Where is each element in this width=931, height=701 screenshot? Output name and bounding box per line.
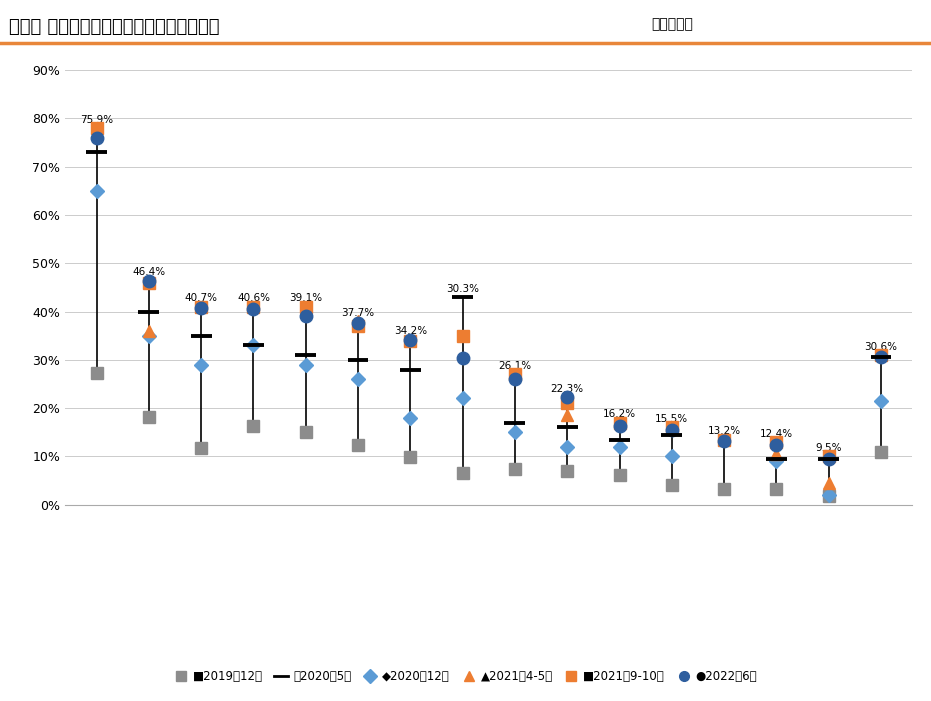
Text: 40.7%: 40.7% (184, 293, 218, 304)
Text: 34.2%: 34.2% (394, 326, 427, 336)
Text: （就業者）: （就業者） (652, 18, 694, 32)
Text: 46.4%: 46.4% (132, 267, 166, 278)
Text: 15.5%: 15.5% (655, 414, 688, 424)
Text: 13.2%: 13.2% (708, 426, 741, 436)
Text: 37.7%: 37.7% (342, 308, 374, 318)
Legend: ■2019年12月, －2020年5月, ◆2020年12月, ▲2021年4-5月, ■2021年9-10月, ●2022年6月: ■2019年12月, －2020年5月, ◆2020年12月, ▲2021年4-… (169, 666, 762, 688)
Text: 39.1%: 39.1% (290, 293, 322, 304)
Text: 40.6%: 40.6% (236, 293, 270, 304)
Text: 12.4%: 12.4% (760, 428, 793, 439)
Text: 30.6%: 30.6% (865, 341, 897, 352)
Text: 26.1%: 26.1% (498, 361, 532, 371)
Text: 9.5%: 9.5% (816, 443, 842, 453)
Text: 75.9%: 75.9% (80, 115, 113, 125)
Text: 22.3%: 22.3% (550, 383, 584, 394)
Text: 16.2%: 16.2% (603, 409, 636, 419)
Text: 「１． 工き方」業種別のテレワーク実施率: 「１． 工き方」業種別のテレワーク実施率 (9, 18, 220, 36)
Text: 30.3%: 30.3% (446, 284, 479, 294)
